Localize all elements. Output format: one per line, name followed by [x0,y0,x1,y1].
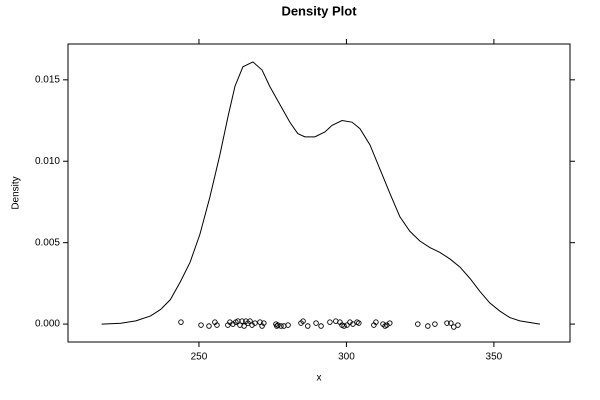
y-tick-label: 0.015 [35,74,60,85]
rug-point [278,323,284,329]
x-tick-label: 300 [338,352,355,363]
rug-point [285,322,291,328]
chart-title: Density Plot [281,3,357,18]
rug-point [341,323,347,329]
density-line [101,61,540,325]
rug-point [313,320,319,326]
rug-point [275,322,281,328]
rug-point [206,323,212,329]
rug-point [305,323,311,329]
rug-point [425,323,431,329]
rug-point [178,319,184,325]
rug-point [432,321,438,327]
x-tick-label: 250 [191,352,208,363]
x-tick-label: 350 [486,352,503,363]
rug-point [198,322,204,328]
rug-point [448,320,454,326]
rug-point [300,318,306,324]
rug-point [373,319,379,325]
plot-frame [67,43,571,343]
rug-point [318,323,324,329]
rug-point [259,323,265,329]
y-axis-label: Density [11,176,22,209]
rug-point [356,320,362,326]
y-tick-label: 0.000 [35,319,60,330]
y-tick-label: 0.005 [35,237,60,248]
rug-point [455,322,461,328]
rug-point [415,321,421,327]
rug-point [387,320,393,326]
rug-point [327,319,333,325]
rug-point [239,318,245,324]
rug-point [241,323,247,329]
rug-point [444,320,450,326]
y-tick-label: 0.010 [35,156,60,167]
x-axis-label: x [317,373,322,384]
rug-point [252,320,258,326]
rug-point [261,320,267,326]
rug-point [344,322,350,328]
rug-point [214,322,220,328]
rug-point [274,323,280,329]
